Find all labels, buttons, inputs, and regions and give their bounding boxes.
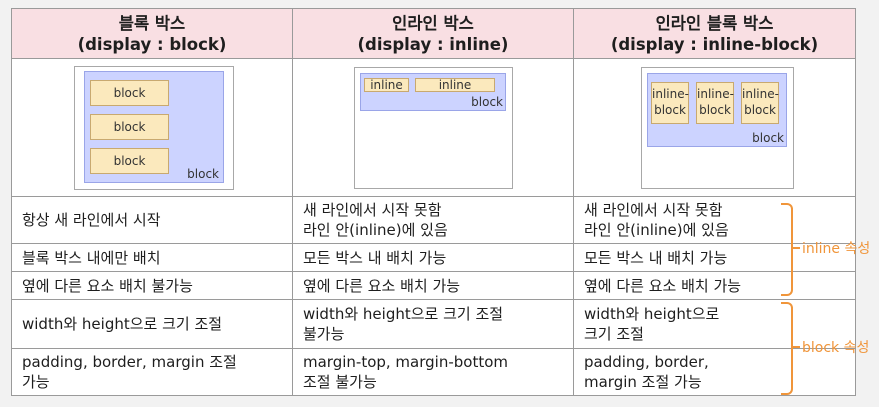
table-cell: 옆에 다른 요소 배치 불가능 <box>11 271 293 301</box>
inline-container: inline inline block <box>360 73 506 112</box>
table-cell: width와 height으로 크기 조절 불가능 <box>292 299 574 349</box>
block-illustration-cell: block block block block <box>11 58 293 197</box>
table-row: width와 height으로 크기 조절 width와 height으로 크기… <box>11 299 856 349</box>
table-cell: 옆에 다른 요소 배치 가능 <box>573 271 856 301</box>
table-cell: 모든 박스 내 배치 가능 <box>292 243 574 273</box>
table-cell: 모든 박스 내 배치 가능 <box>573 243 856 273</box>
table-cell: padding, border, margin 조절 가능 <box>573 347 856 397</box>
table-cell: width와 height으로 크기 조절 <box>573 299 856 349</box>
inline-props-label: inline 속성 <box>802 241 871 257</box>
block-container: block block block block <box>84 71 224 184</box>
block-props-label: block 속성 <box>802 340 870 356</box>
inline-block-container-label: block <box>752 131 784 146</box>
table-cell: 블록 박스 내에만 배치 <box>11 243 293 273</box>
inline-illustration-frame: inline inline block <box>354 67 513 190</box>
block-props-brace-tick <box>793 346 800 348</box>
table-row: 항상 새 라인에서 시작 새 라인에서 시작 못함 라인 안(inline)에 … <box>11 195 856 245</box>
inline-block-illustration-cell: inline- block inline- block inline- bloc… <box>573 58 856 197</box>
inline-block-item: inline- block <box>741 82 779 125</box>
block-props-brace <box>781 302 793 395</box>
header-inline: 인라인 박스 (display : inline) <box>292 7 574 60</box>
inline-block-container: inline- block inline- block inline- bloc… <box>647 73 787 148</box>
inline-item: inline <box>364 78 409 93</box>
illustration-row: block block block block inline inline bl… <box>11 58 856 197</box>
table-row: 옆에 다른 요소 배치 불가능 옆에 다른 요소 배치 가능 옆에 다른 요소 … <box>11 271 856 301</box>
table-cell: 새 라인에서 시작 못함 라인 안(inline)에 있음 <box>573 195 856 245</box>
header-row: 블록 박스 (display : block) 인라인 박스 (display … <box>11 7 856 60</box>
table-cell: 새 라인에서 시작 못함 라인 안(inline)에 있음 <box>292 195 574 245</box>
table-cell: width와 height으로 크기 조절 <box>11 299 293 349</box>
inline-item: inline <box>415 78 495 93</box>
inline-block-item: inline- block <box>696 82 734 125</box>
block-item: block <box>90 114 169 141</box>
table-cell: 항상 새 라인에서 시작 <box>11 195 293 245</box>
block-container-label: block <box>187 167 219 182</box>
table-cell: padding, border, margin 조절 가능 <box>11 347 293 397</box>
table-row: 블록 박스 내에만 배치 모든 박스 내 배치 가능 모든 박스 내 배치 가능 <box>11 243 856 273</box>
header-block: 블록 박스 (display : block) <box>11 7 293 60</box>
block-item: block <box>90 80 169 107</box>
header-inline-block: 인라인 블록 박스 (display : inline-block) <box>573 7 856 60</box>
table-row: padding, border, margin 조절 가능 margin-top… <box>11 347 856 397</box>
table-cell: 옆에 다른 요소 배치 가능 <box>292 271 574 301</box>
inline-block-illustration-frame: inline- block inline- block inline- bloc… <box>641 67 794 190</box>
inline-illustration-cell: inline inline block <box>292 58 574 197</box>
inline-block-item: inline- block <box>651 82 689 125</box>
inline-props-brace-tick <box>793 247 800 249</box>
inline-container-label: block <box>471 95 503 110</box>
block-item: block <box>90 148 169 175</box>
table-cell: margin-top, margin-bottom 조절 불가능 <box>292 347 574 397</box>
block-illustration-frame: block block block block <box>74 66 234 191</box>
inline-props-brace <box>781 203 793 296</box>
comparison-table: 블록 박스 (display : block) 인라인 박스 (display … <box>11 7 856 397</box>
